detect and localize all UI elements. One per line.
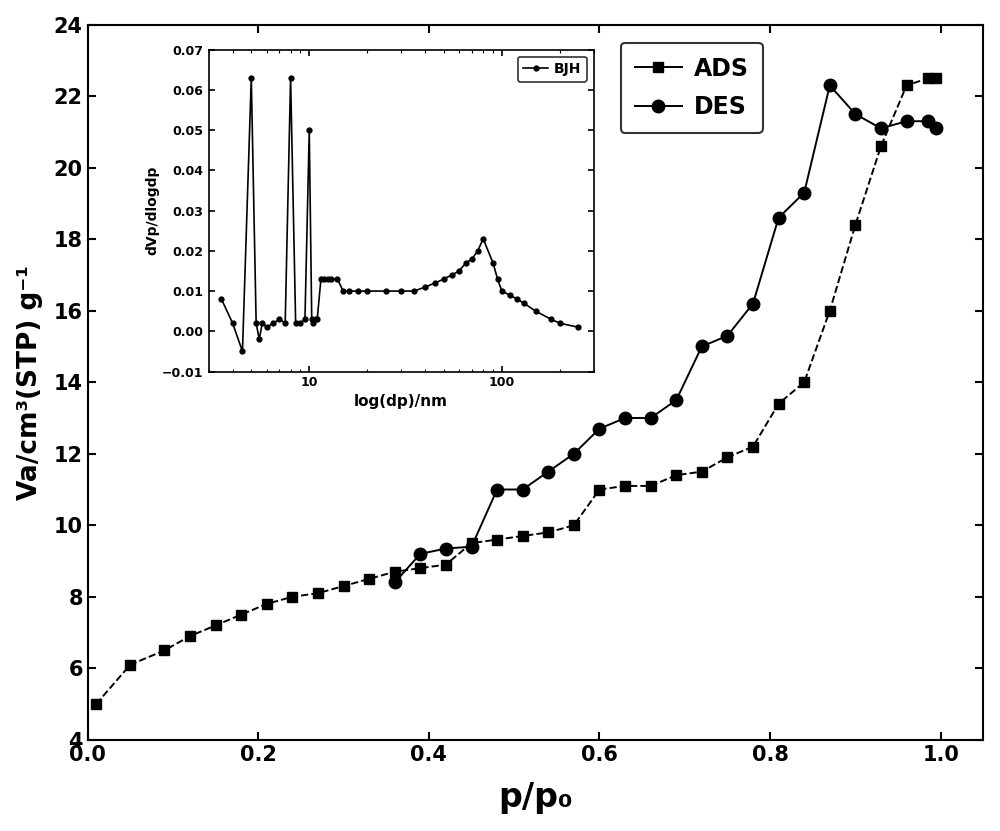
ADS <box>670 470 682 480</box>
DES <box>901 116 913 126</box>
ADS <box>158 646 170 656</box>
ADS <box>824 306 836 316</box>
ADS <box>930 73 942 83</box>
DES <box>930 123 942 133</box>
DES <box>696 342 708 352</box>
ADS <box>696 467 708 477</box>
Y-axis label: Va/cm³(STP) g⁻¹: Va/cm³(STP) g⁻¹ <box>17 265 43 499</box>
DES <box>619 413 631 423</box>
ADS <box>210 621 222 631</box>
DES <box>466 542 478 552</box>
ADS <box>773 399 785 409</box>
ADS <box>286 592 298 602</box>
Legend: ADS, DES: ADS, DES <box>621 42 763 133</box>
DES <box>824 81 836 91</box>
ADS <box>568 520 580 530</box>
Line: DES: DES <box>388 79 943 588</box>
ADS <box>338 581 350 591</box>
ADS <box>747 441 759 451</box>
ADS <box>619 481 631 491</box>
DES <box>798 188 810 198</box>
DES <box>440 543 452 553</box>
ADS <box>440 559 452 569</box>
X-axis label: p/p₀: p/p₀ <box>498 781 573 814</box>
DES <box>747 298 759 308</box>
DES <box>721 331 733 341</box>
DES <box>593 424 605 434</box>
ADS <box>235 610 247 620</box>
ADS <box>645 481 657 491</box>
ADS <box>389 567 401 577</box>
ADS <box>542 528 554 538</box>
ADS <box>875 141 887 151</box>
ADS <box>901 81 913 91</box>
ADS <box>184 631 196 641</box>
DES <box>849 109 861 119</box>
DES <box>568 449 580 459</box>
ADS <box>517 531 529 541</box>
ADS <box>124 660 136 670</box>
DES <box>922 116 934 126</box>
ADS <box>363 574 375 584</box>
DES <box>670 395 682 405</box>
ADS <box>593 484 605 494</box>
ADS <box>849 220 861 230</box>
DES <box>773 213 785 223</box>
ADS <box>721 452 733 462</box>
DES <box>542 467 554 477</box>
ADS <box>414 563 426 573</box>
ADS <box>466 538 478 548</box>
ADS <box>312 588 324 598</box>
DES <box>875 123 887 133</box>
DES <box>414 549 426 559</box>
Line: ADS: ADS <box>91 73 941 709</box>
ADS <box>922 73 934 83</box>
DES <box>389 578 401 588</box>
ADS <box>261 599 273 609</box>
ADS <box>90 699 102 709</box>
DES <box>517 484 529 494</box>
ADS <box>491 534 503 544</box>
ADS <box>798 377 810 387</box>
DES <box>491 484 503 494</box>
DES <box>645 413 657 423</box>
